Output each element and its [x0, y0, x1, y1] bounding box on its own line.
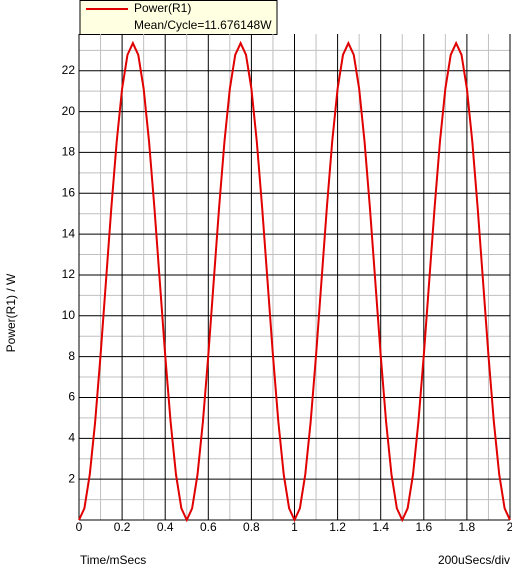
x-tick-label: 0.2: [114, 520, 131, 534]
x-tick-label: 1.4: [372, 520, 389, 534]
y-tick-label: 6: [68, 390, 75, 404]
legend-label: Power(R1): [134, 1, 191, 15]
y-tick-label: 22: [62, 63, 76, 77]
x-tick-label: 1.2: [329, 520, 346, 534]
legend-box: [79, 0, 278, 35]
data-line: [78, 40, 511, 523]
y-tick-label: 14: [62, 226, 76, 240]
y-tick-label: 18: [62, 145, 76, 159]
x-tick-label: 1.6: [415, 520, 432, 534]
y-tick-label: 8: [68, 349, 75, 363]
x-tick-label: 2: [507, 520, 512, 534]
x-tick-label: 0.6: [200, 520, 217, 534]
y-axis-label: Power(R1) / W: [4, 273, 18, 352]
y-tick-label: 16: [62, 185, 76, 199]
x-axis-label: Time/mSecs: [80, 553, 146, 567]
y-tick-label: 20: [62, 104, 76, 118]
x-tick-label: 1: [291, 520, 298, 534]
legend-note: Mean/Cycle=11.676148W: [134, 18, 272, 32]
y-tick-label: 12: [62, 267, 76, 281]
x-tick-label: 0.4: [157, 520, 174, 534]
y-tick-label: 10: [62, 308, 76, 322]
x-tick-label: 1.8: [459, 520, 476, 534]
y-tick-label: 4: [68, 430, 75, 444]
x-tick-label: 0.8: [243, 520, 260, 534]
x-tick-label: 0: [76, 520, 83, 534]
x-scale-note: 200uSecs/div: [438, 553, 510, 567]
y-tick-label: 2: [68, 471, 75, 485]
